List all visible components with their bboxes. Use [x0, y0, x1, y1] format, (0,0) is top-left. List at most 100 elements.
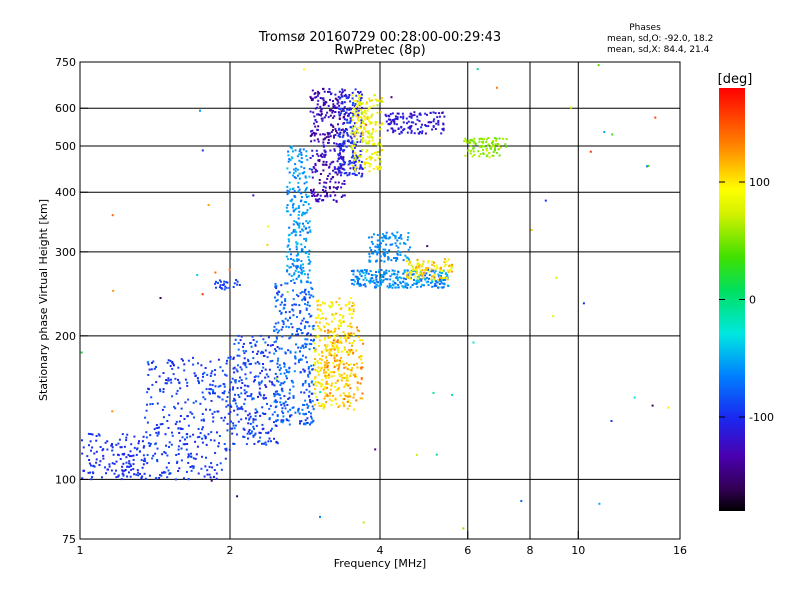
data-point: [440, 267, 442, 270]
data-point: [271, 383, 274, 386]
colorbar-tick-label: -100: [749, 411, 774, 424]
data-point: [172, 362, 175, 365]
data-point: [421, 132, 423, 135]
data-point: [310, 99, 313, 102]
data-point: [233, 366, 236, 369]
data-point: [317, 90, 319, 93]
data-point: [394, 235, 397, 238]
data-point: [331, 371, 334, 374]
data-point: [291, 198, 294, 201]
data-point: [256, 411, 259, 414]
data-point: [432, 275, 434, 277]
data-point: [361, 106, 363, 109]
data-point: [349, 322, 352, 325]
data-point: [195, 453, 198, 456]
data-point: [289, 213, 292, 216]
data-point: [361, 93, 363, 96]
data-point: [253, 442, 256, 445]
data-point: [329, 98, 331, 101]
data-point: [254, 408, 257, 411]
data-point: [115, 443, 118, 446]
data-point: [343, 180, 346, 182]
data-point: [192, 433, 195, 436]
data-point: [323, 338, 326, 341]
data-point: [286, 264, 289, 267]
data-point: [288, 396, 291, 399]
data-point: [354, 375, 356, 378]
data-point: [350, 156, 353, 159]
data-point: [233, 282, 236, 285]
data-point: [355, 362, 358, 365]
data-point: [313, 139, 316, 142]
data-point: [362, 342, 365, 345]
data-point: [259, 414, 262, 417]
data-point: [223, 392, 225, 395]
data-point: [295, 241, 298, 244]
data-point: [353, 162, 356, 164]
data-point: [257, 350, 260, 353]
data-point: [395, 276, 398, 279]
data-point: [362, 137, 365, 139]
data-point: [310, 294, 313, 297]
data-point: [292, 229, 295, 231]
data-point: [359, 115, 362, 118]
data-point: [349, 387, 352, 390]
data-point: [284, 311, 287, 314]
data-point: [298, 210, 301, 213]
data-point: [252, 418, 255, 420]
data-point: [201, 391, 204, 394]
data-point: [165, 379, 168, 381]
data-point: [298, 359, 300, 362]
data-point: [324, 302, 326, 305]
data-point: [365, 161, 368, 164]
data-point: [243, 352, 246, 355]
data-point: [284, 317, 287, 320]
data-point: [431, 285, 434, 288]
data-point: [487, 152, 490, 154]
data-point: [305, 227, 308, 230]
data-point: [375, 259, 378, 262]
data-point: [286, 167, 289, 170]
data-point: [325, 387, 328, 389]
data-point: [345, 111, 347, 114]
data-point: [350, 146, 353, 149]
data-point: [346, 335, 349, 338]
data-point: [202, 373, 204, 375]
data-point: [208, 388, 211, 391]
data-point: [292, 258, 295, 261]
data-point: [141, 475, 144, 478]
data-point: [116, 453, 119, 456]
data-point: [494, 143, 497, 146]
data-point: [341, 145, 344, 147]
data-point: [133, 473, 136, 476]
data-point: [437, 123, 440, 126]
data-point: [303, 391, 306, 394]
data-point: [232, 399, 235, 402]
data-point: [352, 133, 355, 136]
data-point: [360, 275, 363, 278]
data-point: [352, 332, 355, 335]
data-point: [177, 453, 180, 455]
data-point: [406, 131, 409, 134]
data-point: [347, 399, 350, 402]
data-point: [170, 381, 173, 384]
data-point: [293, 303, 296, 306]
data-point: [122, 453, 125, 456]
data-point: [87, 432, 90, 435]
data-point: [351, 305, 354, 307]
data-point: [177, 402, 180, 405]
data-point: [337, 406, 340, 408]
data-point: [355, 174, 358, 177]
data-point: [328, 165, 331, 168]
data-point: [273, 395, 276, 398]
data-point: [98, 464, 101, 466]
data-point: [611, 133, 614, 136]
data-point: [400, 277, 403, 280]
data-point: [337, 327, 340, 330]
data-point: [407, 248, 410, 251]
data-point: [152, 360, 155, 363]
data-point: [312, 111, 315, 114]
data-point: [392, 280, 395, 283]
data-point: [420, 285, 422, 288]
data-point: [318, 321, 321, 324]
